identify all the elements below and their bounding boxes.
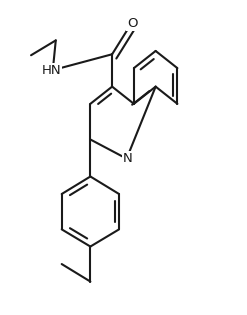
Text: HN: HN xyxy=(42,64,62,77)
Text: N: N xyxy=(123,152,133,165)
Text: O: O xyxy=(127,17,138,30)
